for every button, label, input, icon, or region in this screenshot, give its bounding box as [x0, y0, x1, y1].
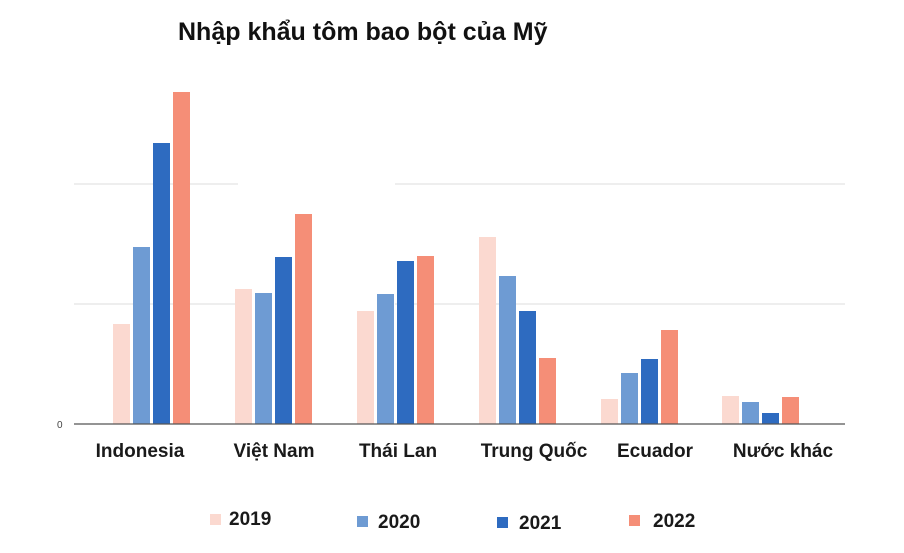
y-tick-labels: 0	[57, 420, 63, 431]
bar-thai-lan-2020	[377, 294, 394, 424]
legend-label-2020: 2020	[378, 512, 420, 533]
bar-indonesia-2020	[133, 247, 150, 424]
bar-indonesia-2019	[113, 324, 130, 424]
bar-nuoc-khac-2021	[762, 413, 779, 424]
category-label-thai-lan: Thái Lan	[359, 441, 437, 462]
legend: 2019 2020 2021 2022	[210, 509, 695, 534]
bar-nuoc-khac-2022	[782, 397, 799, 424]
legend-swatch-2019	[210, 514, 221, 525]
bar-ecuador-2022	[661, 330, 678, 424]
legend-swatch-2022	[629, 515, 640, 526]
y-tick-label: 0	[57, 420, 63, 431]
bar-thai-lan-2019	[357, 311, 374, 424]
legend-label-2022: 2022	[653, 511, 695, 532]
bar-thai-lan-2021	[397, 261, 414, 424]
category-label-indonesia: Indonesia	[96, 441, 185, 462]
bar-viet-nam-2020	[255, 293, 272, 424]
category-label-viet-nam: Việt Nam	[234, 441, 315, 462]
legend-label-2021: 2021	[519, 513, 562, 534]
bar-ecuador-2020	[621, 373, 638, 424]
category-label-ecuador: Ecuador	[617, 441, 694, 462]
bar-viet-nam-2021	[275, 257, 292, 424]
category-label-trung-quoc: Trung Quốc	[481, 441, 588, 462]
bar-trung-quoc-2020	[499, 276, 516, 424]
chart-title: Nhập khẩu tôm bao bột của Mỹ	[178, 18, 548, 46]
legend-swatch-2021	[497, 517, 508, 528]
bars	[113, 92, 799, 424]
category-labels: Indonesia Việt Nam Thái Lan Trung Quốc Ecuad…	[96, 441, 834, 462]
bar-viet-nam-2019	[235, 289, 252, 424]
bar-trung-quoc-2021	[519, 311, 536, 424]
category-label-nuoc-khac: Nước khác	[733, 441, 834, 462]
legend-swatch-2020	[357, 516, 368, 527]
legend-label-2019: 2019	[229, 509, 271, 530]
bar-indonesia-2021	[153, 143, 170, 424]
bar-trung-quoc-2022	[539, 358, 556, 424]
bar-ecuador-2021	[641, 359, 658, 424]
bar-trung-quoc-2019	[479, 237, 496, 424]
bar-indonesia-2022	[173, 92, 190, 424]
bar-nuoc-khac-2019	[722, 396, 739, 424]
bar-viet-nam-2022	[295, 214, 312, 424]
bar-ecuador-2019	[601, 399, 618, 424]
bar-thai-lan-2022	[417, 256, 434, 424]
bar-nuoc-khac-2020	[742, 402, 759, 424]
